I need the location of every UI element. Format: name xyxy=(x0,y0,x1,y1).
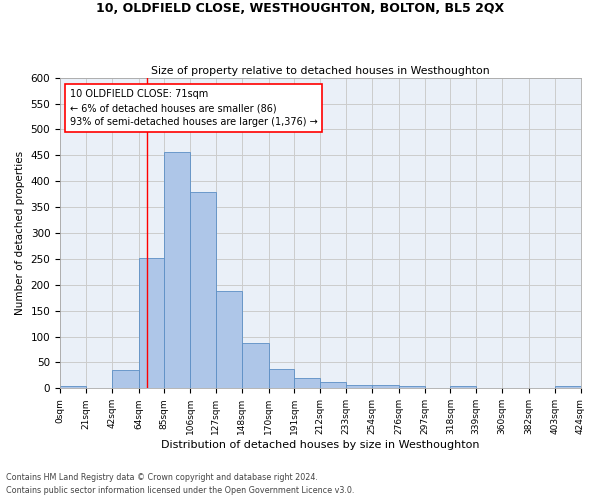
Bar xyxy=(269,368,295,388)
Title: Size of property relative to detached houses in Westhoughton: Size of property relative to detached ho… xyxy=(151,66,490,76)
Bar xyxy=(112,370,139,388)
Bar xyxy=(451,386,476,388)
Bar xyxy=(346,384,372,388)
Bar xyxy=(372,384,399,388)
Bar xyxy=(164,152,190,388)
Bar xyxy=(555,386,581,388)
Bar xyxy=(320,382,346,388)
Bar xyxy=(242,343,269,388)
Bar xyxy=(190,192,216,388)
Bar xyxy=(295,378,320,388)
Bar xyxy=(399,386,425,388)
X-axis label: Distribution of detached houses by size in Westhoughton: Distribution of detached houses by size … xyxy=(161,440,479,450)
Bar xyxy=(216,291,242,388)
Text: 10 OLDFIELD CLOSE: 71sqm
← 6% of detached houses are smaller (86)
93% of semi-de: 10 OLDFIELD CLOSE: 71sqm ← 6% of detache… xyxy=(70,89,317,127)
Text: Contains HM Land Registry data © Crown copyright and database right 2024.
Contai: Contains HM Land Registry data © Crown c… xyxy=(6,474,355,495)
Text: 10, OLDFIELD CLOSE, WESTHOUGHTON, BOLTON, BL5 2QX: 10, OLDFIELD CLOSE, WESTHOUGHTON, BOLTON… xyxy=(96,2,504,16)
Y-axis label: Number of detached properties: Number of detached properties xyxy=(15,151,25,315)
Bar xyxy=(60,386,86,388)
Bar xyxy=(139,258,164,388)
